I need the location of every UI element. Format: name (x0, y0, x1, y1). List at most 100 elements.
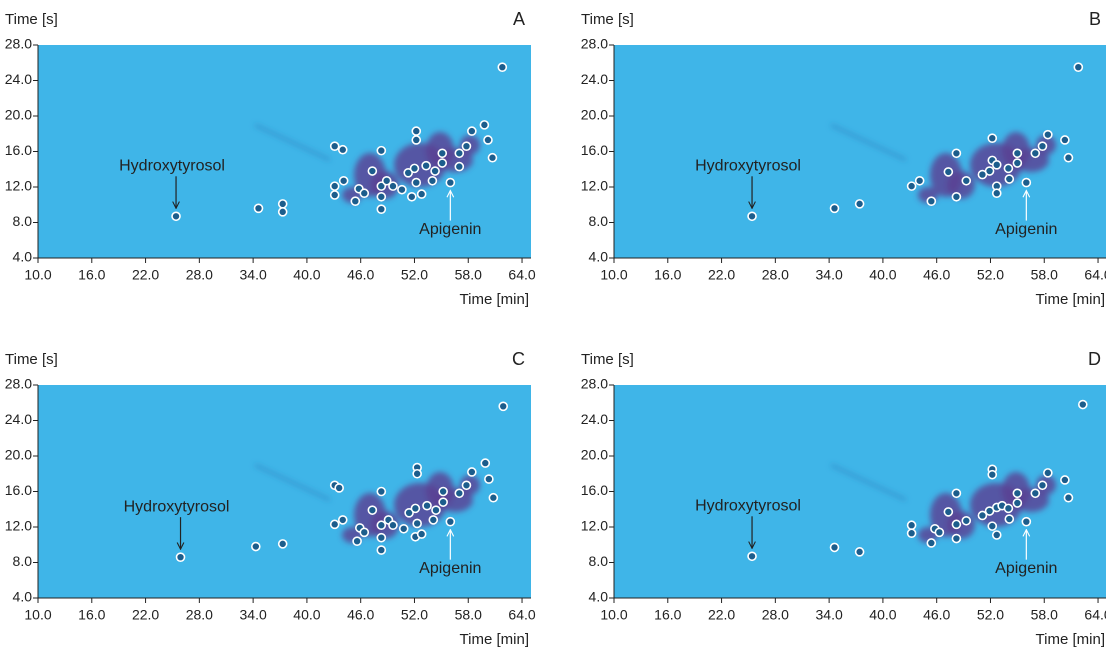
data-point (359, 188, 370, 199)
data-point (1037, 141, 1048, 151)
data-point (329, 190, 340, 200)
y-axis-label: Time [s] (581, 351, 634, 368)
data-point (1037, 480, 1048, 491)
data-point (1003, 503, 1014, 514)
data-point (906, 181, 917, 191)
data-point (943, 167, 954, 177)
data-point (398, 523, 409, 534)
data-point (467, 126, 477, 136)
data-point (854, 199, 865, 209)
data-point (961, 175, 972, 186)
data-point (991, 188, 1002, 199)
data-point (1030, 488, 1041, 499)
data-point (381, 175, 392, 186)
data-point (329, 519, 340, 530)
data-point (1077, 399, 1088, 410)
data-point (497, 62, 508, 72)
y-tick-label: 28.0 (5, 36, 32, 52)
data-point (329, 181, 340, 191)
contour-streak (830, 123, 907, 162)
data-point (437, 158, 448, 168)
data-point (829, 203, 840, 214)
x-tick-label: 52.0 (977, 607, 1004, 623)
data-point (253, 203, 264, 214)
annotation-label: Hydroxytyrosol (695, 498, 801, 515)
y-axis-label: Time [s] (5, 351, 58, 368)
data-point (1043, 468, 1053, 478)
data-point (445, 177, 456, 188)
x-tick-label: 46.0 (923, 607, 950, 623)
x-tick-label: 22.0 (132, 607, 159, 623)
data-point (416, 529, 427, 539)
data-point (397, 184, 407, 195)
data-point (175, 552, 186, 562)
y-axis-label: Time [s] (581, 11, 634, 28)
data-point (906, 520, 917, 531)
x-tick-label: 58.0 (455, 267, 482, 283)
annotation-label: Hydroxytyrosol (695, 158, 801, 175)
x-tick-label: 52.0 (401, 607, 428, 623)
data-point (338, 175, 349, 186)
x-tick-label: 34.0 (816, 267, 843, 283)
data-point (483, 135, 493, 145)
y-tick-label: 20.0 (5, 447, 32, 463)
data-point (914, 175, 925, 186)
x-tick-label: 10.0 (600, 607, 627, 623)
data-point (1012, 158, 1023, 168)
y-tick-label: 12.0 (581, 518, 608, 534)
data-point (1021, 177, 1032, 188)
x-tick-label: 28.0 (186, 267, 213, 283)
data-point (403, 168, 413, 178)
data-point (454, 488, 465, 499)
y-tick-label: 16.0 (581, 142, 608, 158)
x-tick-label: 64.0 (508, 267, 535, 283)
data-point (251, 541, 261, 552)
data-point (376, 204, 387, 214)
data-point (454, 148, 465, 159)
x-tick-label: 10.0 (24, 267, 51, 283)
data-point (951, 488, 962, 499)
x-tick-label: 40.0 (293, 607, 320, 623)
data-point (1004, 174, 1015, 184)
data-point (467, 467, 477, 477)
x-tick-label: 28.0 (762, 607, 789, 623)
x-tick-label: 46.0 (347, 267, 374, 283)
x-tick-label: 58.0 (1031, 607, 1058, 623)
data-point (359, 527, 370, 538)
data-point (367, 505, 378, 515)
data-point (1043, 129, 1053, 140)
data-point (277, 539, 288, 549)
data-point (488, 492, 499, 503)
y-tick-label: 12.0 (5, 518, 32, 534)
x-tick-label: 40.0 (869, 267, 896, 283)
data-point (1012, 488, 1023, 499)
y-tick-label: 12.0 (581, 178, 608, 194)
data-point (367, 166, 378, 176)
data-point (337, 144, 348, 155)
data-point (1030, 148, 1041, 159)
data-point (431, 505, 441, 515)
x-tick-label: 10.0 (600, 267, 627, 283)
data-point (987, 521, 998, 531)
data-point (991, 530, 1002, 540)
x-axis-label: Time [min] (460, 291, 529, 308)
data-point (376, 486, 387, 497)
x-tick-label: 46.0 (347, 607, 374, 623)
data-point (977, 510, 988, 521)
data-point (747, 211, 757, 222)
x-tick-label: 34.0 (816, 607, 843, 623)
annotation-label: Apigenin (419, 221, 481, 238)
data-point (350, 196, 361, 206)
data-point (411, 135, 422, 145)
data-point (376, 520, 387, 531)
x-tick-label: 64.0 (1084, 607, 1106, 623)
x-axis-label: Time [min] (1036, 631, 1105, 648)
data-point (422, 500, 432, 511)
data-point (461, 141, 472, 151)
data-point (277, 199, 288, 209)
data-point (376, 532, 387, 543)
data-point (487, 152, 498, 163)
y-tick-label: 16.0 (581, 482, 608, 498)
data-point (484, 474, 494, 484)
annotation-label: Apigenin (995, 221, 1057, 238)
